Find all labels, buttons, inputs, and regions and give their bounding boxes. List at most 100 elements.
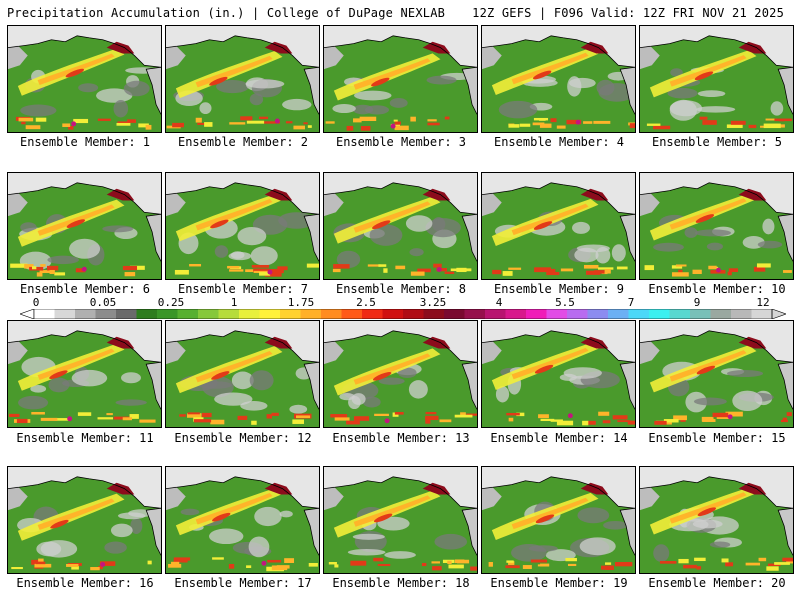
ensemble-map-13: [323, 320, 478, 428]
tropical-precip: [556, 420, 574, 426]
coastline: [8, 330, 161, 363]
dry-area: [762, 218, 775, 235]
land-asia: [482, 192, 502, 217]
coastline: [145, 507, 161, 556]
member-caption: Ensemble Member: 3: [335, 135, 467, 149]
tropical-precip: [97, 118, 111, 121]
coastline: [166, 35, 319, 68]
tropical-precip: [671, 265, 683, 269]
tropical-precip: [587, 420, 596, 425]
tropical-precip: [539, 118, 546, 121]
land-north: [640, 467, 793, 509]
tropical-precip: [597, 267, 614, 270]
tropical-precip: [663, 419, 679, 423]
precip-field: [324, 467, 477, 573]
heavy-precip-coast: [106, 482, 135, 495]
dry-area: [726, 369, 764, 378]
tropical-precip: [466, 413, 477, 416]
tropical-precip: [646, 123, 661, 126]
dry-area: [697, 90, 726, 98]
tropical-precip: [168, 563, 182, 568]
heavy-precip-coast: [738, 336, 767, 349]
dry-area: [694, 229, 732, 237]
dry-area: [18, 395, 49, 410]
land-asia: [8, 192, 28, 217]
tropical-precip: [122, 417, 132, 421]
precip-field: [482, 467, 635, 573]
member-caption: Ensemble Member: 1: [19, 135, 151, 149]
rain-band-heavy: [669, 55, 747, 87]
colorbar-swatch: [198, 309, 219, 319]
tropical-precip: [179, 559, 184, 562]
tropical-precip: [354, 416, 370, 421]
colorbar-swatch: [280, 309, 301, 319]
dry-area: [20, 104, 57, 117]
land-north: [640, 173, 793, 215]
tropical-precip: [550, 419, 563, 422]
dry-area: [378, 377, 405, 385]
dry-area: [405, 215, 433, 232]
precip-colorbar: [20, 309, 786, 319]
extreme-precip: [567, 413, 573, 419]
tropical-precip: [332, 268, 341, 273]
tropical-precip: [522, 565, 532, 569]
coastline: [619, 66, 635, 115]
extreme-precip: [67, 416, 73, 422]
dry-area: [30, 384, 47, 393]
dry-area: [102, 225, 134, 233]
tropical-precip: [708, 265, 717, 270]
coastline: [461, 507, 477, 556]
member-caption: Ensemble Member: 17: [174, 576, 312, 590]
tropical-precip: [116, 122, 131, 126]
extreme-precip: [384, 418, 390, 424]
extreme-precip: [100, 562, 106, 567]
land-asia: [324, 340, 344, 365]
tropical-precip: [75, 268, 86, 273]
land-north: [8, 321, 161, 363]
tropical-precip: [425, 411, 437, 415]
dry-area: [603, 520, 628, 530]
land-north: [166, 467, 319, 509]
coastline: [166, 182, 319, 215]
heavy-precip-coast: [264, 188, 293, 201]
tropical-precip: [71, 565, 79, 570]
colorbar-tick: 4: [495, 296, 503, 309]
tropical-precip: [393, 119, 398, 122]
tropical-precip: [253, 270, 271, 274]
dry-area: [347, 549, 386, 556]
dry-area: [96, 88, 133, 103]
tropical-precip: [421, 562, 427, 567]
tropical-precip: [506, 412, 520, 416]
precip-field: [324, 26, 477, 132]
rain-core: [210, 219, 229, 229]
colorbar-swatch: [710, 309, 732, 319]
tropical-precip: [727, 271, 732, 276]
dry-area: [216, 79, 250, 94]
member-caption: Ensemble Member: 6: [19, 282, 151, 296]
precip-field: [8, 321, 161, 427]
tropical-precip: [259, 272, 271, 276]
tropical-precip: [330, 414, 348, 418]
ensemble-map-9: [481, 172, 636, 280]
tropical-precip: [303, 122, 308, 125]
dry-area: [563, 367, 602, 379]
rain-core: [697, 507, 717, 517]
dry-area: [398, 367, 417, 379]
tropical-precip: [712, 412, 729, 418]
coastline: [166, 476, 319, 509]
tropical-precip: [394, 125, 409, 131]
tropical-precip: [38, 558, 44, 564]
colorbar-swatch: [321, 309, 342, 319]
land-north: [640, 321, 793, 363]
tropical-precip: [492, 269, 502, 275]
tropical-precip: [174, 269, 189, 275]
colorbar-swatch: [628, 309, 650, 319]
dry-area: [115, 399, 147, 406]
extreme-precip: [727, 414, 733, 420]
dry-area: [569, 77, 596, 89]
tropical-precip: [488, 562, 493, 567]
dry-area: [254, 506, 282, 527]
dry-area: [709, 541, 731, 548]
rain-band-heavy: [511, 497, 589, 530]
tropical-precip: [629, 123, 635, 129]
